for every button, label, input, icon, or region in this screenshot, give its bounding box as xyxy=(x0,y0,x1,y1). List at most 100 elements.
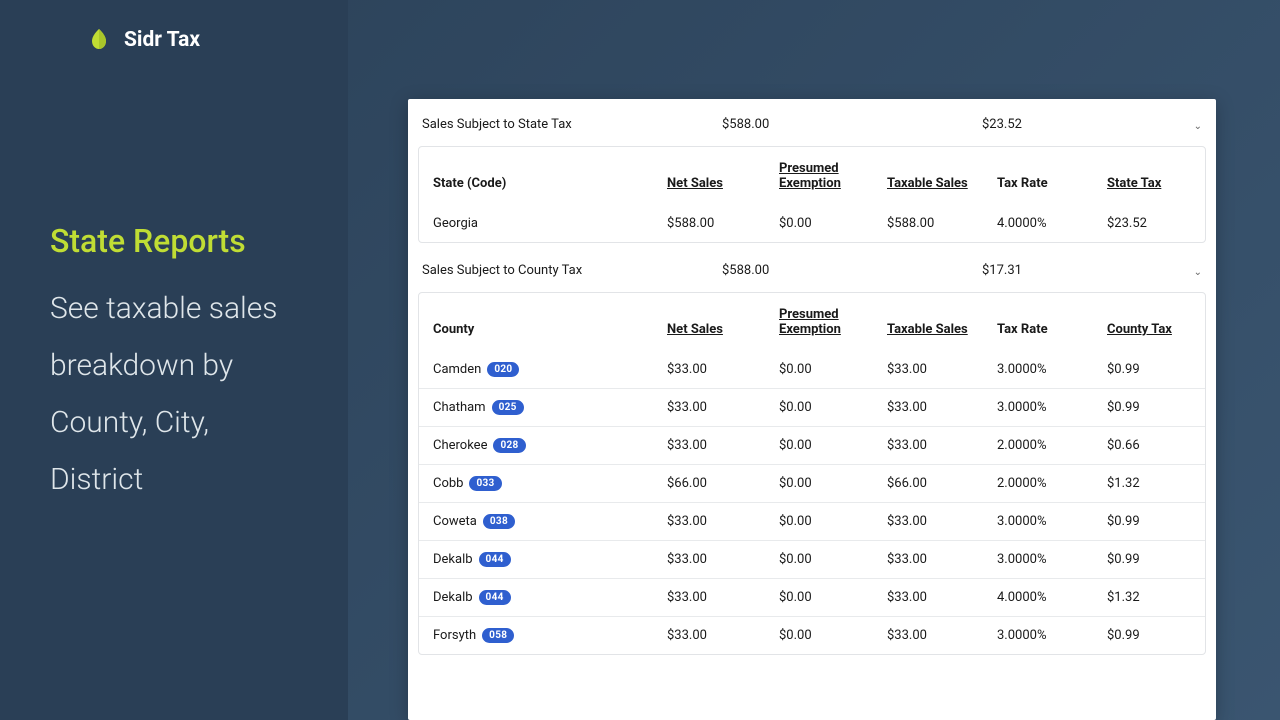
brand-block: Sidr Tax xyxy=(88,28,298,52)
cell-county-tax: $0.99 xyxy=(1107,552,1191,567)
col-county-tax[interactable]: County Tax xyxy=(1107,322,1191,337)
county-table: County Net Sales Presumed Exemption Taxa… xyxy=(418,292,1206,655)
col-tax-rate: Tax Rate xyxy=(997,176,1107,191)
cell-taxable-sales: $33.00 xyxy=(887,362,997,377)
cell-taxable-sales: $33.00 xyxy=(887,400,997,415)
county-code-badge: 033 xyxy=(469,476,501,491)
cell-county-tax: $1.32 xyxy=(1107,476,1191,491)
cell-exemption: $0.00 xyxy=(779,216,887,231)
col-state-code: State (Code) xyxy=(433,176,667,191)
cell-tax-rate: 3.0000% xyxy=(997,362,1107,377)
table-row: Cobb033$66.00$0.00$66.002.0000%$1.32 xyxy=(419,464,1205,502)
county-section-total-tax: $17.31 xyxy=(982,263,1122,278)
cell-exemption: $0.00 xyxy=(779,438,887,453)
county-section-title: Sales Subject to County Tax xyxy=(422,263,722,278)
county-table-header-row: County Net Sales Presumed Exemption Taxa… xyxy=(419,293,1205,351)
cell-county-name: Cherokee028 xyxy=(433,438,667,453)
col-net-sales[interactable]: Net Sales xyxy=(667,176,779,191)
cell-county-tax: $0.66 xyxy=(1107,438,1191,453)
cell-net-sales: $33.00 xyxy=(667,362,779,377)
cell-county-name: Dekalb044 xyxy=(433,552,667,567)
cell-tax-rate: 2.0000% xyxy=(997,476,1107,491)
cell-county-name: Camden020 xyxy=(433,362,667,377)
cell-tax-rate: 2.0000% xyxy=(997,438,1107,453)
table-row: Georgia$588.00$0.00$588.004.0000%$23.52 xyxy=(419,205,1205,242)
cell-net-sales: $588.00 xyxy=(667,216,779,231)
table-row: Cherokee028$33.00$0.00$33.002.0000%$0.66 xyxy=(419,426,1205,464)
col-taxable-sales[interactable]: Taxable Sales xyxy=(887,176,997,191)
table-row: Coweta038$33.00$0.00$33.003.0000%$0.99 xyxy=(419,502,1205,540)
cell-exemption: $0.00 xyxy=(779,476,887,491)
state-table-header-row: State (Code) Net Sales Presumed Exemptio… xyxy=(419,147,1205,205)
col-tax-rate: Tax Rate xyxy=(997,322,1107,337)
cell-tax-rate: 4.0000% xyxy=(997,590,1107,605)
col-net-sales[interactable]: Net Sales xyxy=(667,322,779,337)
cell-net-sales: $33.00 xyxy=(667,628,779,643)
cell-county-tax: $0.99 xyxy=(1107,514,1191,529)
chevron-down-icon: ⌄ xyxy=(1194,267,1202,278)
state-table: State (Code) Net Sales Presumed Exemptio… xyxy=(418,146,1206,243)
county-code-badge: 025 xyxy=(492,400,524,415)
cell-exemption: $0.00 xyxy=(779,514,887,529)
col-presumed-exemption[interactable]: Presumed Exemption xyxy=(779,307,887,337)
cell-tax-rate: 3.0000% xyxy=(997,514,1107,529)
cell-county-name: Coweta038 xyxy=(433,514,667,529)
cell-net-sales: $33.00 xyxy=(667,438,779,453)
cell-taxable-sales: $33.00 xyxy=(887,628,997,643)
cell-county-tax: $0.99 xyxy=(1107,362,1191,377)
county-section-total-sales: $588.00 xyxy=(722,263,982,278)
cell-taxable-sales: $33.00 xyxy=(887,552,997,567)
cell-tax-rate: 3.0000% xyxy=(997,628,1107,643)
county-code-badge: 044 xyxy=(479,552,511,567)
cell-net-sales: $33.00 xyxy=(667,552,779,567)
report-card: Sales Subject to State Tax $588.00 $23.5… xyxy=(408,99,1216,720)
cell-tax-rate: 3.0000% xyxy=(997,400,1107,415)
cell-exemption: $0.00 xyxy=(779,628,887,643)
table-row: Dekalb044$33.00$0.00$33.003.0000%$0.99 xyxy=(419,540,1205,578)
cell-tax-rate: 4.0000% xyxy=(997,216,1107,231)
table-row: Camden020$33.00$0.00$33.003.0000%$0.99 xyxy=(419,351,1205,388)
cell-state-name: Georgia xyxy=(433,216,667,231)
county-section-header[interactable]: Sales Subject to County Tax $588.00 $17.… xyxy=(416,253,1208,288)
table-row: Chatham025$33.00$0.00$33.003.0000%$0.99 xyxy=(419,388,1205,426)
cell-net-sales: $66.00 xyxy=(667,476,779,491)
cell-taxable-sales: $33.00 xyxy=(887,514,997,529)
county-code-badge: 038 xyxy=(483,514,515,529)
cell-state-tax: $23.52 xyxy=(1107,216,1191,231)
cell-exemption: $0.00 xyxy=(779,362,887,377)
col-presumed-exemption[interactable]: Presumed Exemption xyxy=(779,161,887,191)
table-row: Forsyth058$33.00$0.00$33.003.0000%$0.99 xyxy=(419,616,1205,654)
cell-exemption: $0.00 xyxy=(779,590,887,605)
sidebar: Sidr Tax State Reports See taxable sales… xyxy=(0,0,348,720)
cell-exemption: $0.00 xyxy=(779,400,887,415)
cell-tax-rate: 3.0000% xyxy=(997,552,1107,567)
brand-name: Sidr Tax xyxy=(124,28,200,52)
main-area: Sales Subject to State Tax $588.00 $23.5… xyxy=(348,0,1280,720)
county-code-badge: 020 xyxy=(487,362,519,377)
cell-county-tax: $1.32 xyxy=(1107,590,1191,605)
cell-net-sales: $33.00 xyxy=(667,400,779,415)
county-code-badge: 028 xyxy=(493,438,525,453)
cell-county-tax: $0.99 xyxy=(1107,628,1191,643)
cell-net-sales: $33.00 xyxy=(667,514,779,529)
col-taxable-sales[interactable]: Taxable Sales xyxy=(887,322,997,337)
sidebar-heading: State Reports xyxy=(50,222,298,260)
cell-county-tax: $0.99 xyxy=(1107,400,1191,415)
state-section-total-sales: $588.00 xyxy=(722,117,982,132)
cell-taxable-sales: $588.00 xyxy=(887,216,997,231)
county-code-badge: 058 xyxy=(482,628,514,643)
cell-county-name: Forsyth058 xyxy=(433,628,667,643)
cell-net-sales: $33.00 xyxy=(667,590,779,605)
cell-county-name: Cobb033 xyxy=(433,476,667,491)
chevron-down-icon: ⌄ xyxy=(1194,121,1202,132)
cell-taxable-sales: $33.00 xyxy=(887,590,997,605)
cell-county-name: Dekalb044 xyxy=(433,590,667,605)
cell-exemption: $0.00 xyxy=(779,552,887,567)
col-county: County xyxy=(433,322,667,337)
state-section-total-tax: $23.52 xyxy=(982,117,1122,132)
sidebar-subheading: See taxable sales breakdown by County, C… xyxy=(50,280,298,508)
state-section-header[interactable]: Sales Subject to State Tax $588.00 $23.5… xyxy=(416,107,1208,142)
col-state-tax[interactable]: State Tax xyxy=(1107,176,1191,191)
cell-taxable-sales: $66.00 xyxy=(887,476,997,491)
table-row: Dekalb044$33.00$0.00$33.004.0000%$1.32 xyxy=(419,578,1205,616)
